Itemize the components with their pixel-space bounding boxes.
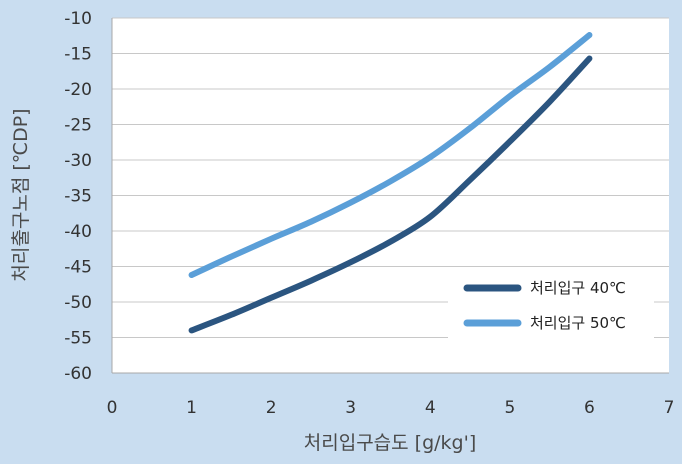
x-tick-label: 7 (664, 398, 675, 418)
y-tick-label: -20 (64, 80, 92, 100)
y-tick-label: -25 (64, 116, 92, 136)
x-tick-label: 3 (345, 398, 356, 418)
y-tick-label: -30 (64, 151, 92, 171)
y-tick-label: -50 (64, 293, 92, 313)
y-tick-label: -35 (64, 187, 92, 207)
x-tick-label: 6 (584, 398, 595, 418)
x-tick-label: 1 (186, 398, 197, 418)
legend-label-40: 처리입구 40℃ (530, 279, 626, 297)
legend-label-50: 처리입구 50℃ (530, 314, 626, 332)
y-tick-label: -10 (64, 9, 92, 29)
y-tick-label: -55 (64, 329, 92, 349)
x-axis-ticks: 0 1 2 3 4 5 6 7 (107, 398, 675, 418)
y-axis-ticks: -10 -15 -20 -25 -30 -35 -40 -45 -50 -55 -60 (64, 9, 92, 384)
y-tick-label: -15 (64, 45, 92, 65)
x-axis-title: 처리입구습도 [g/kg'] (304, 432, 477, 454)
series-lines (188, 32, 593, 334)
x-tick-label: 2 (266, 398, 277, 418)
x-tick-label: 5 (504, 398, 515, 418)
series-line-0 (188, 55, 593, 334)
axes (111, 18, 669, 374)
x-tick-label: 0 (107, 398, 118, 418)
legend-box (448, 269, 654, 343)
legend: 처리입구 40℃ 처리입구 50℃ (448, 269, 654, 343)
y-axis-title: 처리출구노점 [℃DP] (10, 108, 32, 281)
y-tick-label: -45 (64, 258, 92, 278)
y-tick-label: -40 (64, 222, 92, 242)
x-tick-label: 4 (425, 398, 436, 418)
y-tick-label: -60 (64, 364, 92, 384)
series-line-1 (188, 32, 593, 279)
